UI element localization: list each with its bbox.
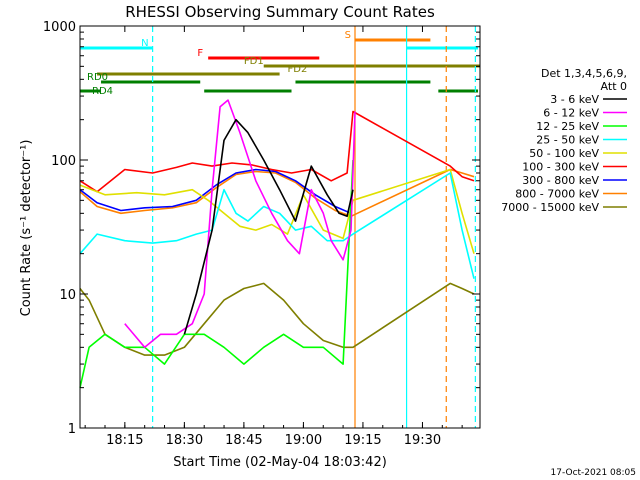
flag-label-fd2: FD2 [288, 64, 308, 75]
flag-label-s: S [345, 30, 351, 41]
legend-label: 6 - 12 keV [543, 107, 599, 120]
y-tick-label: 10 [59, 288, 76, 303]
series-line-25-50-kev [79, 172, 475, 279]
series-line-50-100-kev [79, 168, 475, 254]
legend-header: Att 0 [601, 80, 627, 93]
legend-label: 800 - 7000 keV [515, 188, 599, 201]
flag-label-rd4: RD4 [92, 86, 113, 97]
flag-bars: N S F FD1 FD2 RD0 RD4 [80, 30, 480, 97]
series-line-12-25-kev [79, 159, 354, 388]
legend-label: 25 - 50 keV [536, 134, 599, 147]
plot-frame [79, 25, 481, 429]
legend-label: 100 - 300 keV [522, 161, 599, 174]
series-line-6-12-kev [124, 99, 356, 349]
legend-label: 3 - 6 keV [550, 93, 599, 106]
legend-label: 300 - 800 keV [522, 174, 599, 187]
x-tick-label: 19:00 [285, 433, 322, 448]
x-tick-label: 18:15 [106, 433, 143, 448]
x-axis-label: Start Time (02-May-04 18:03:42) [173, 455, 387, 470]
y-axis-label: Count Rate (s⁻¹ detector⁻¹) [19, 140, 34, 317]
flag-label-fd1: FD1 [244, 56, 264, 67]
y-tick-label: 1000 [43, 20, 76, 35]
series-line-3-6-kev [183, 118, 354, 335]
y-axis: 1 10 100 1000 [43, 20, 480, 437]
legend-label: 12 - 25 keV [536, 120, 599, 133]
flag-label-n: N [141, 38, 148, 49]
plot-area [79, 26, 476, 428]
x-axis: 18:15 18:30 18:45 19:00 19:15 19:30 [84, 26, 463, 448]
chart-title: RHESSI Observing Summary Count Rates [125, 3, 435, 21]
y-tick-label: 1 [68, 422, 76, 437]
flag-label-f: F [197, 48, 203, 59]
y-tick-label: 100 [51, 154, 76, 169]
series-line-100-300-kev [79, 110, 475, 193]
series-line-800-7000-kev [79, 168, 475, 218]
x-tick-label: 19:30 [404, 433, 441, 448]
legend-label: 50 - 100 keV [529, 147, 599, 160]
legend-label: 7000 - 15000 keV [501, 201, 599, 214]
flag-label-rd0: RD0 [87, 72, 108, 83]
legend-header: Det 1,3,4,5,6,9, [541, 67, 627, 80]
x-tick-label: 19:15 [344, 433, 381, 448]
x-tick-label: 18:45 [225, 433, 262, 448]
x-tick-label: 18:30 [166, 433, 203, 448]
footer-date: 17-Oct-2021 08:05 [551, 468, 636, 478]
